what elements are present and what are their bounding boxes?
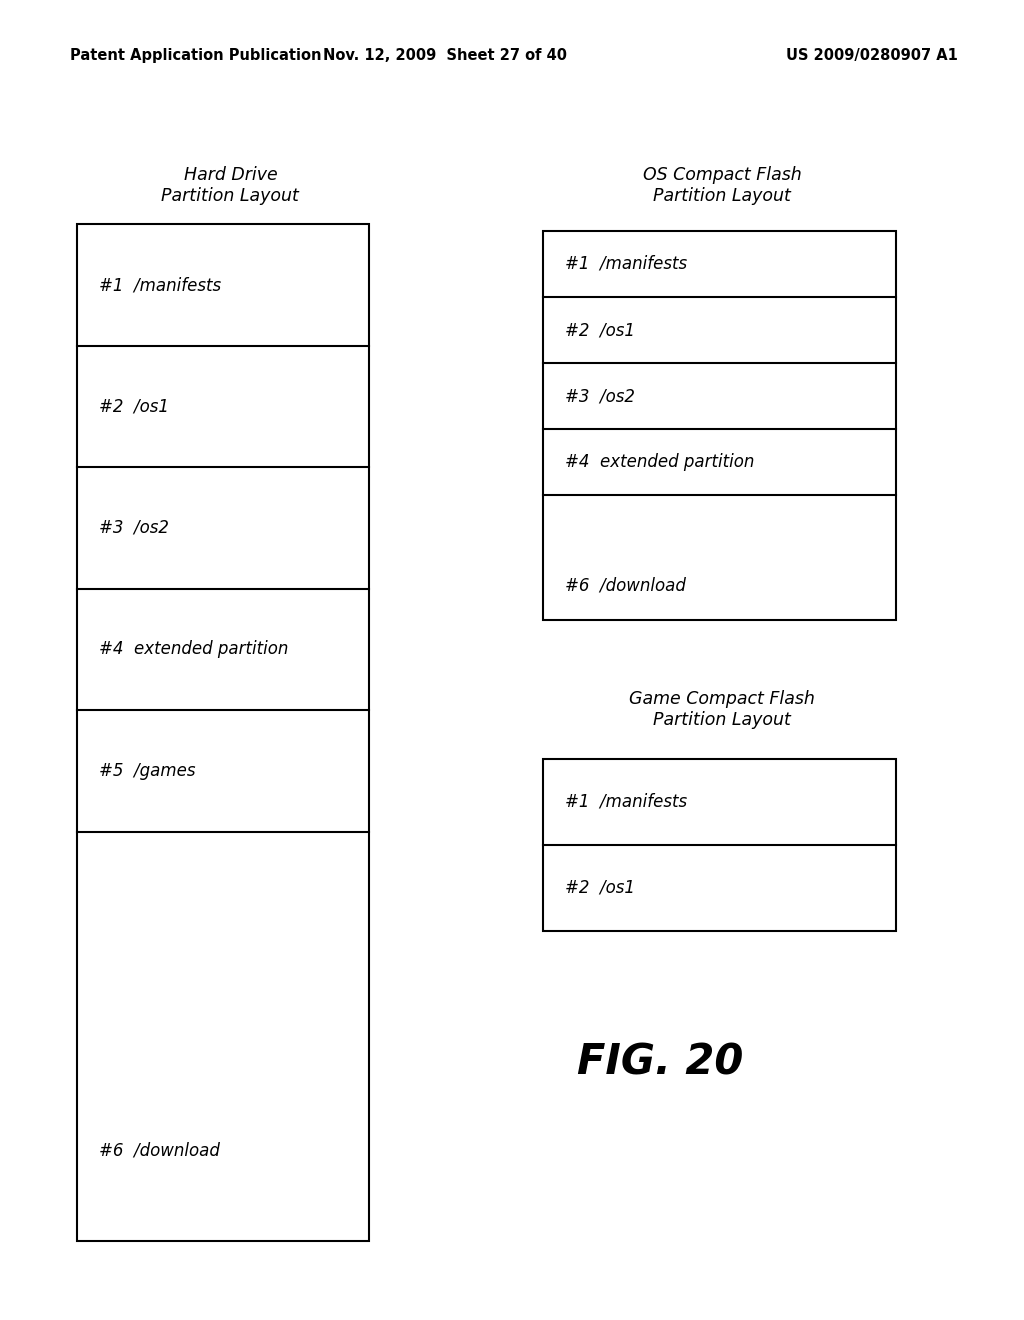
Text: #1  /manifests: #1 /manifests bbox=[99, 276, 221, 294]
Text: OS Compact Flash
Partition Layout: OS Compact Flash Partition Layout bbox=[642, 166, 802, 205]
Text: #2  /os1: #2 /os1 bbox=[565, 321, 635, 339]
Text: #2  /os1: #2 /os1 bbox=[99, 397, 169, 416]
Bar bbox=[543, 759, 896, 931]
Bar bbox=[543, 231, 896, 620]
Text: #2  /os1: #2 /os1 bbox=[565, 879, 635, 896]
Text: #1  /manifests: #1 /manifests bbox=[565, 793, 687, 810]
Text: #3  /os2: #3 /os2 bbox=[565, 387, 635, 405]
Text: FIG. 20: FIG. 20 bbox=[578, 1041, 743, 1084]
Bar bbox=[77, 224, 369, 1241]
Text: #5  /games: #5 /games bbox=[99, 762, 196, 780]
Text: #3  /os2: #3 /os2 bbox=[99, 519, 169, 537]
Text: Patent Application Publication: Patent Application Publication bbox=[70, 48, 322, 63]
Text: #6  /download: #6 /download bbox=[565, 577, 686, 594]
Text: US 2009/0280907 A1: US 2009/0280907 A1 bbox=[785, 48, 957, 63]
Text: #1  /manifests: #1 /manifests bbox=[565, 255, 687, 273]
Text: #6  /download: #6 /download bbox=[99, 1142, 220, 1160]
Text: #4  extended partition: #4 extended partition bbox=[565, 453, 755, 471]
Text: Game Compact Flash
Partition Layout: Game Compact Flash Partition Layout bbox=[629, 690, 815, 729]
Text: Hard Drive
Partition Layout: Hard Drive Partition Layout bbox=[162, 166, 299, 205]
Text: Nov. 12, 2009  Sheet 27 of 40: Nov. 12, 2009 Sheet 27 of 40 bbox=[324, 48, 567, 63]
Text: #4  extended partition: #4 extended partition bbox=[99, 640, 289, 659]
